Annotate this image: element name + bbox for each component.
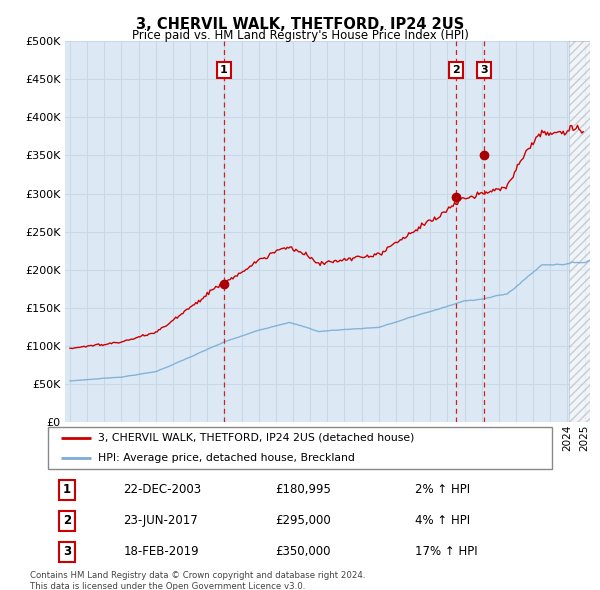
Text: 3: 3 bbox=[480, 65, 488, 75]
Text: HPI: Average price, detached house, Breckland: HPI: Average price, detached house, Brec… bbox=[98, 453, 355, 463]
Text: 4% ↑ HPI: 4% ↑ HPI bbox=[415, 514, 470, 527]
Text: 17% ↑ HPI: 17% ↑ HPI bbox=[415, 545, 478, 558]
Text: Contains HM Land Registry data © Crown copyright and database right 2024.
This d: Contains HM Land Registry data © Crown c… bbox=[30, 571, 365, 590]
Text: 2% ↑ HPI: 2% ↑ HPI bbox=[415, 483, 470, 496]
Bar bbox=[569, 41, 590, 422]
Text: 3, CHERVIL WALK, THETFORD, IP24 2US: 3, CHERVIL WALK, THETFORD, IP24 2US bbox=[136, 17, 464, 31]
Text: Price paid vs. HM Land Registry's House Price Index (HPI): Price paid vs. HM Land Registry's House … bbox=[131, 30, 469, 42]
Text: 22-DEC-2003: 22-DEC-2003 bbox=[124, 483, 202, 496]
Text: £180,995: £180,995 bbox=[275, 483, 331, 496]
Text: 3: 3 bbox=[63, 545, 71, 558]
Text: £295,000: £295,000 bbox=[275, 514, 331, 527]
Text: 23-JUN-2017: 23-JUN-2017 bbox=[124, 514, 199, 527]
Text: 3, CHERVIL WALK, THETFORD, IP24 2US (detached house): 3, CHERVIL WALK, THETFORD, IP24 2US (det… bbox=[98, 432, 415, 442]
Text: 1: 1 bbox=[63, 483, 71, 496]
Text: 2: 2 bbox=[63, 514, 71, 527]
Text: 18-FEB-2019: 18-FEB-2019 bbox=[124, 545, 199, 558]
Text: 1: 1 bbox=[220, 65, 228, 75]
Text: £350,000: £350,000 bbox=[275, 545, 330, 558]
Text: 2: 2 bbox=[452, 65, 460, 75]
